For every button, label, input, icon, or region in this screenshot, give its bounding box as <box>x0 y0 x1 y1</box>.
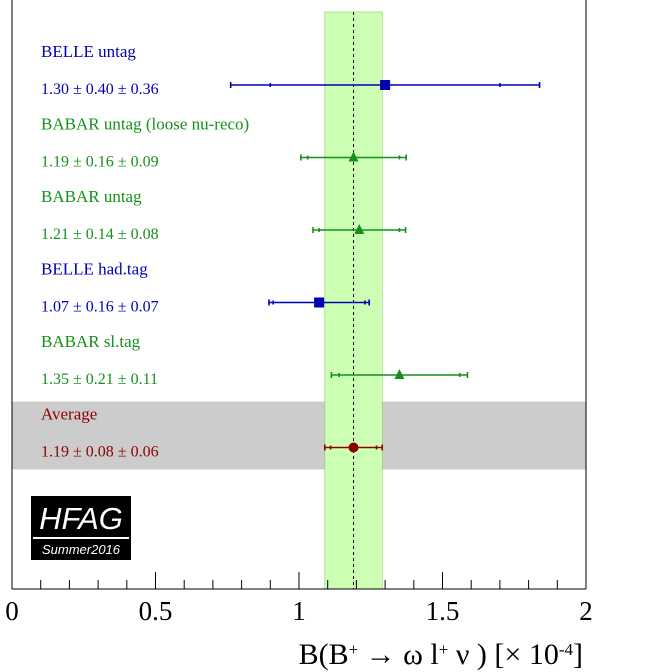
x-axis-layer: 0 0.5 1 1.5 2 <box>5 572 593 626</box>
measurement-value: 1.21 ± 0.14 ± 0.08 <box>41 226 159 243</box>
measurement-label: BELLE untag <box>41 42 136 61</box>
x-tick-label: 0.5 <box>139 596 173 626</box>
measurement-value: 1.19 ± 0.16 ± 0.09 <box>41 154 159 171</box>
hfag-logo-sub-text: Summer2016 <box>42 542 121 557</box>
measurement-label: BABAR untag (loose nu-reco) <box>41 115 249 134</box>
data-point-square <box>314 297 325 308</box>
data-point-triangle <box>348 151 359 162</box>
measurement-label: BABAR untag <box>41 187 142 206</box>
measurement-label: Average <box>41 405 97 424</box>
hfag-logo: HFAG Summer2016 <box>31 496 131 560</box>
data-point-triangle <box>354 224 365 234</box>
data-point-square <box>380 80 391 90</box>
data-point-triangle <box>394 369 405 379</box>
measurement-points-layer <box>229 80 541 453</box>
x-tick-label: 0 <box>5 596 19 626</box>
measurement-value: 1.35 ± 0.21 ± 0.11 <box>41 371 158 388</box>
hfag-logo-main-text: HFAG <box>39 501 123 536</box>
hfag-logo-box <box>31 496 131 560</box>
data-point-circle <box>348 442 359 453</box>
measurement-value: 1.19 ± 0.08 ± 0.06 <box>41 444 159 461</box>
average-band-layer <box>324 11 383 590</box>
average-row-background-layer <box>12 401 586 470</box>
x-axis-title: B(B+ → ω l+ ν ) [× 10-4] <box>299 638 583 671</box>
measurement-labels-layer: BELLE untag 1.30 ± 0.40 ± 0.36 BABAR untag… <box>41 42 249 461</box>
measurement-label: BABAR sl.tag <box>41 332 141 351</box>
measurement-label: BELLE had.tag <box>41 260 148 279</box>
average-row-background <box>12 401 586 470</box>
x-tick-label: 1.5 <box>426 596 460 626</box>
x-tick-label: 2 <box>579 596 593 626</box>
x-tick-label: 1 <box>292 596 306 626</box>
measurement-value: 1.07 ± 0.16 ± 0.07 <box>41 299 159 316</box>
measurement-value: 1.30 ± 0.40 ± 0.36 <box>41 81 159 98</box>
